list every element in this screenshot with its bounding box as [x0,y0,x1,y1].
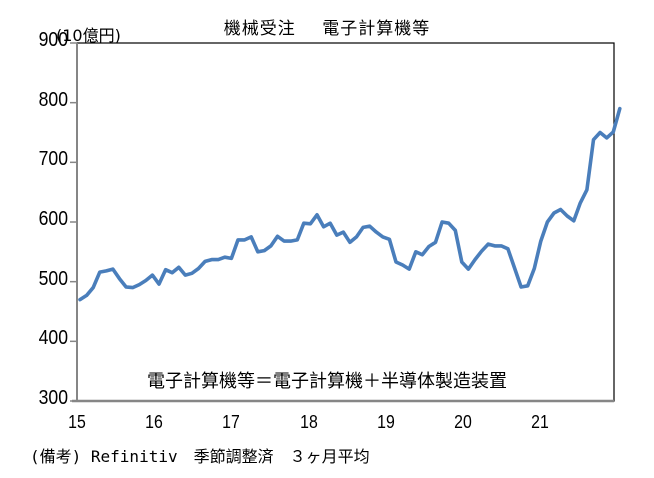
y-tick-label: 900 [38,29,68,51]
y-tick-label: 500 [38,267,68,290]
x-tick-label: 21 [531,412,550,432]
x-tick-label: 16 [145,412,164,432]
y-axis-unit-label: (10億円) [56,26,121,45]
chart-annotation: 電子計算機等＝電子計算機＋半導体製造装置 [147,371,507,392]
plot-frame [76,42,615,402]
x-tick-label: 20 [454,412,472,432]
chart-title-sub: 電子計算機等 [322,19,431,39]
y-tick-label: 700 [38,148,68,171]
source-note: (備考) Refinitiv 季節調整済 ３ヶ月平均 [30,447,370,466]
chart-title-main: 機械受注 [223,19,296,39]
y-tick-label: 600 [38,208,68,230]
x-tick-label: 19 [376,412,395,432]
data-series-line [78,106,622,302]
y-tick-label: 800 [38,88,68,111]
y-tick-label: 400 [38,327,68,350]
y-axis-tick-marks [70,42,77,402]
y-tick-label: 300 [38,387,68,409]
chart-title: 機械受注 電子計算機等 [0,14,654,39]
x-tick-label: 15 [68,412,86,432]
x-tick-label: 18 [299,412,318,432]
x-tick-label: 17 [222,412,241,432]
